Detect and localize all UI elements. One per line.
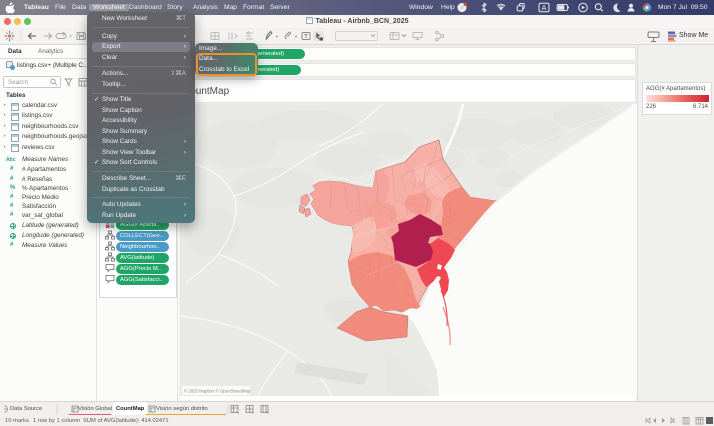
svg-text:© 2025 Mapbox © OpenStreetMap: © 2025 Mapbox © OpenStreetMap [184,389,251,394]
svg-text:A: A [542,5,547,12]
